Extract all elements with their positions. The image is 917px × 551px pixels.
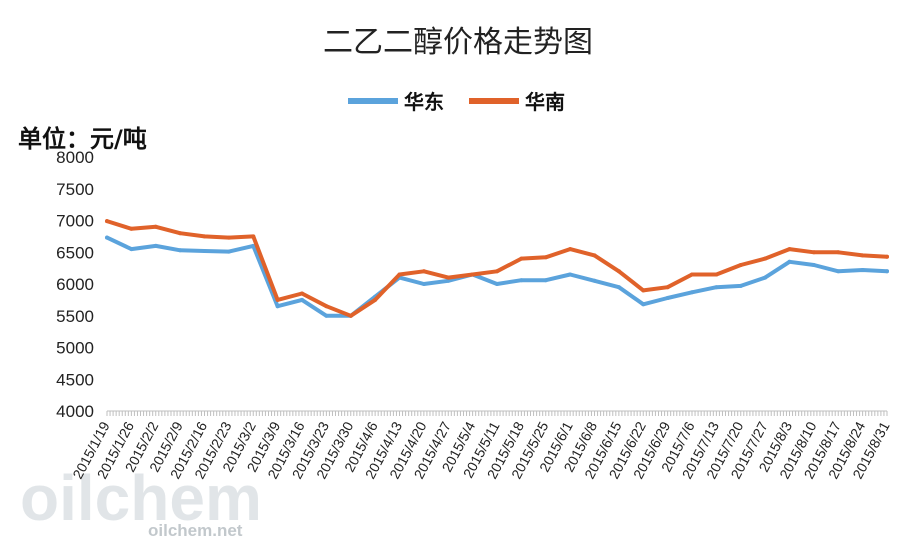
y-tick-label: 4500 [56,370,94,389]
data-point [519,256,524,261]
data-point [348,313,353,318]
series-line-1 [105,219,889,318]
y-tick-label: 7500 [56,180,94,199]
watermark-site: oilchem.net [148,521,243,540]
data-point [178,231,183,236]
series-line-0 [105,235,889,318]
data-point [153,224,158,229]
data-point [251,243,256,248]
data-point [446,275,451,280]
data-point [543,278,548,283]
data-point [178,248,183,253]
data-point [592,278,597,283]
data-point [836,269,841,274]
data-point [373,297,378,302]
data-point [738,263,743,267]
data-point [129,226,134,231]
data-point [690,290,694,295]
legend: 华东 华南 [348,90,565,114]
data-point [690,272,694,277]
data-point [105,219,109,224]
data-point [495,269,499,274]
data-point [616,269,621,274]
data-point [811,263,816,267]
data-point [275,304,280,309]
data-point [714,285,719,290]
data-point [885,269,889,274]
unit-label: 单位：元/吨 [18,125,147,153]
watermark: oilchem oilchem.net [20,462,262,540]
data-point [129,247,134,252]
data-point [275,297,280,302]
y-tick-label: 6500 [56,243,94,262]
data-point [202,249,207,253]
data-point [763,256,768,261]
chart-title: 二乙二醇价格走势图 [323,25,593,60]
y-tick-label: 5000 [56,339,94,358]
watermark-logo: oilchem [20,462,262,534]
data-point [202,234,207,239]
data-point [495,282,499,286]
data-point [324,304,329,309]
data-point [543,255,548,260]
y-axis: 4000 4500 5000 5500 6000 6500 7000 7500 8000 [56,148,94,421]
data-point [421,269,426,274]
data-point [397,272,402,277]
data-point [714,272,719,277]
data-point [787,247,792,252]
y-tick-label: 4000 [56,402,94,421]
data-point [568,272,573,277]
data-point [738,283,743,288]
data-point [616,285,621,290]
data-point [446,278,451,283]
y-tick-label: 8000 [56,148,94,167]
data-point [641,302,646,307]
series-lines [105,219,889,318]
data-point [251,234,256,239]
data-point [885,254,889,259]
data-point [519,278,524,283]
data-point [568,247,573,252]
data-point [324,313,329,318]
legend-label-huanan: 华南 [525,90,565,114]
data-point [860,253,865,258]
data-point [153,243,158,248]
data-point [226,249,231,254]
data-point [811,250,816,255]
data-point [226,235,231,240]
data-point [300,297,304,302]
data-point [421,282,426,286]
data-point [470,272,475,277]
x-axis: 2015/1/192015/1/262015/2/22015/2/92015/2… [69,410,893,481]
data-point [665,285,670,290]
data-point [836,250,841,255]
legend-label-huadong: 华东 [404,90,444,114]
data-point [105,235,109,240]
data-point [763,275,768,280]
y-tick-label: 5500 [56,307,94,326]
data-point [665,296,670,300]
data-point [592,253,597,258]
data-point [641,288,646,293]
data-point [787,259,792,264]
y-tick-label: 6000 [56,275,94,294]
data-point [300,291,304,296]
y-tick-label: 7000 [56,212,94,231]
data-point [860,268,865,272]
